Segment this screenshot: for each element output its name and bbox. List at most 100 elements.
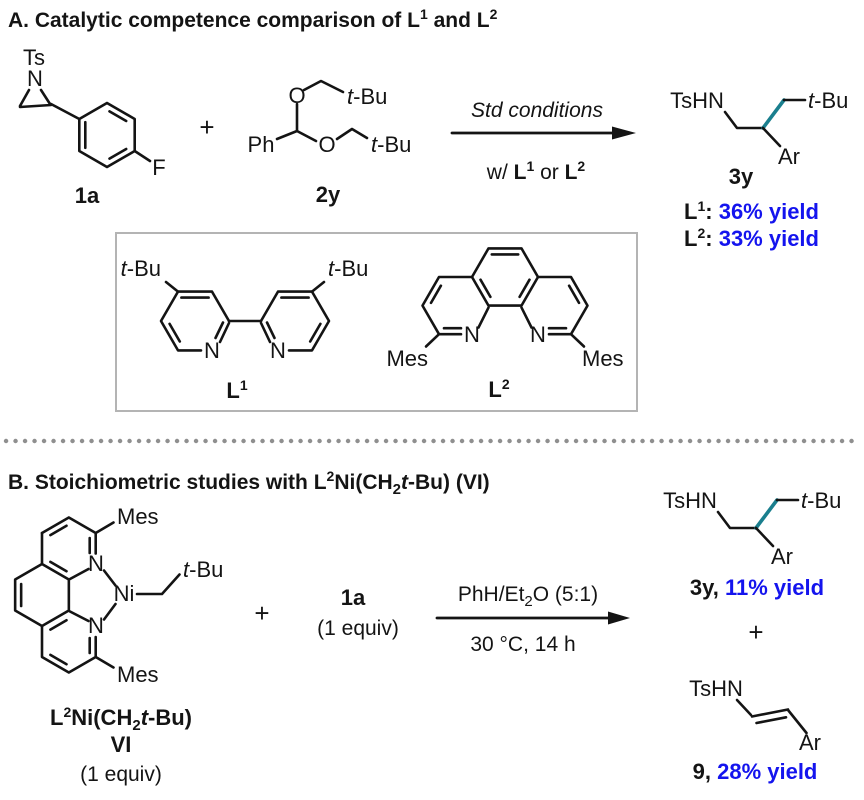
text-fragment: t [121, 256, 128, 281]
text-fragment: 1 [420, 6, 428, 22]
ligand-l1-label: L1 [226, 377, 247, 403]
tbu-label: t-Bu [801, 488, 841, 513]
bond [429, 284, 463, 330]
compound-3y-label: 3y [729, 164, 754, 189]
text-fragment: -Bu) (VI) [408, 471, 490, 494]
text-fragment: 2 [524, 593, 532, 610]
product-9-yield: 9, 28% yield [693, 759, 818, 784]
text-fragment: 36% yield [719, 199, 819, 224]
tbu-label: t-Bu [347, 84, 387, 109]
bond [479, 253, 531, 299]
text-fragment: w/ [486, 161, 514, 184]
aryl-label: Ar [799, 730, 821, 755]
text-fragment: -Bu [814, 88, 848, 113]
nickel-label: Ni [114, 581, 135, 606]
bond [786, 708, 808, 735]
reagent-1a-equiv: (1 equiv) [317, 617, 399, 640]
reagent-1a-label: 1a [341, 585, 366, 610]
product-3y-yield: 3y, 11% yield [690, 575, 824, 600]
bond [102, 569, 117, 621]
tbu-label: t-Bu [183, 557, 223, 582]
structure-ni-complex: Mes Mes N N Ni t-Bu L2Ni(CH2t-Bu) VI (1 … [13, 504, 223, 786]
text-fragment: t [401, 471, 409, 494]
tshn-label: TsHN [670, 88, 724, 113]
text-fragment: 33% yield [719, 226, 819, 251]
bond [335, 127, 369, 141]
bond [310, 280, 326, 293]
bond [735, 698, 753, 717]
text-fragment: 2 [63, 704, 71, 720]
text-fragment: L [684, 226, 697, 251]
compound-1a-label: 1a [75, 183, 100, 208]
structure-1a: Ts N F 1a [18, 45, 166, 208]
bond [716, 510, 758, 530]
highlighted-bond [754, 498, 779, 530]
text-fragment: t [808, 88, 815, 113]
text-fragment: L [488, 377, 501, 402]
conditions-above-b: PhH/Et2O (5:1) [458, 583, 598, 610]
ligand-box [115, 232, 638, 412]
bond [159, 290, 231, 352]
text-fragment: -Bu [189, 557, 223, 582]
arrowhead [608, 611, 630, 625]
conditions-below-a: w/ L1 or L2 [486, 158, 586, 184]
tosyl-label: Ts [23, 45, 45, 70]
text-fragment: 2 [393, 481, 401, 498]
tbu-label: t-Bu [121, 256, 161, 281]
ligand-l2-label: L2 [488, 376, 509, 402]
structure-3y-b: TsHN t-Bu Ar [663, 488, 841, 569]
text-fragment: -Bu [353, 84, 387, 109]
bond [40, 531, 71, 581]
text-fragment: t [347, 84, 354, 109]
text-fragment: 1 [240, 377, 248, 393]
bond [302, 79, 345, 94]
arrowhead [612, 126, 636, 140]
bond [40, 516, 97, 581]
tbu-label: t-Bu [328, 256, 368, 281]
highlighted-bond [761, 98, 786, 130]
text-fragment: L [50, 705, 63, 730]
text-fragment: t [183, 557, 190, 582]
text-fragment: 2 [327, 468, 335, 484]
nitrogen-label: N [27, 66, 43, 91]
bond [84, 110, 128, 160]
text-fragment: 28% yield [717, 759, 817, 784]
tshn-label: TsHN [689, 676, 743, 701]
bond [265, 296, 322, 343]
oxygen-label: O [318, 132, 335, 157]
tshn-label: TsHN [663, 488, 717, 513]
text-fragment: : [705, 199, 718, 224]
bond [168, 296, 225, 343]
bond [40, 610, 97, 674]
text-fragment: 2 [502, 376, 510, 392]
text-fragment: A. Catalytic competence comparison of [8, 9, 407, 32]
structure-ligand-l1: t-Bu t-Bu N N L1 [121, 256, 369, 403]
text-fragment: -Bu [807, 488, 841, 513]
mesityl-label: Mes [117, 504, 159, 529]
text-fragment: t [328, 256, 335, 281]
bond [49, 619, 91, 666]
text-fragment: -Bu [127, 256, 161, 281]
plus-sign-a: + [199, 112, 214, 142]
reaction-arrow-b: PhH/Et2O (5:1) 30 °C, 14 h [435, 583, 630, 656]
text-fragment: or [534, 161, 564, 184]
text-fragment: PhH/Et [458, 583, 525, 606]
bond [470, 247, 540, 307]
aryl-label: Ar [778, 144, 800, 169]
text-fragment: t [371, 132, 378, 157]
text-fragment: 2 [490, 6, 498, 22]
text-fragment: L [684, 199, 697, 224]
text-fragment: : [705, 226, 718, 251]
text-fragment: L [514, 161, 527, 184]
nitrogen-label: N [270, 338, 286, 363]
bond [94, 521, 115, 669]
mesityl-label: Mes [386, 346, 428, 371]
bond [520, 275, 589, 336]
bond [547, 284, 581, 330]
text-fragment: 2 [697, 225, 705, 241]
text-fragment: -Bu [334, 256, 368, 281]
complex-formula: L2Ni(CH2t-Bu) [50, 704, 192, 734]
fluorine-label: F [152, 155, 165, 180]
bond [275, 102, 318, 143]
